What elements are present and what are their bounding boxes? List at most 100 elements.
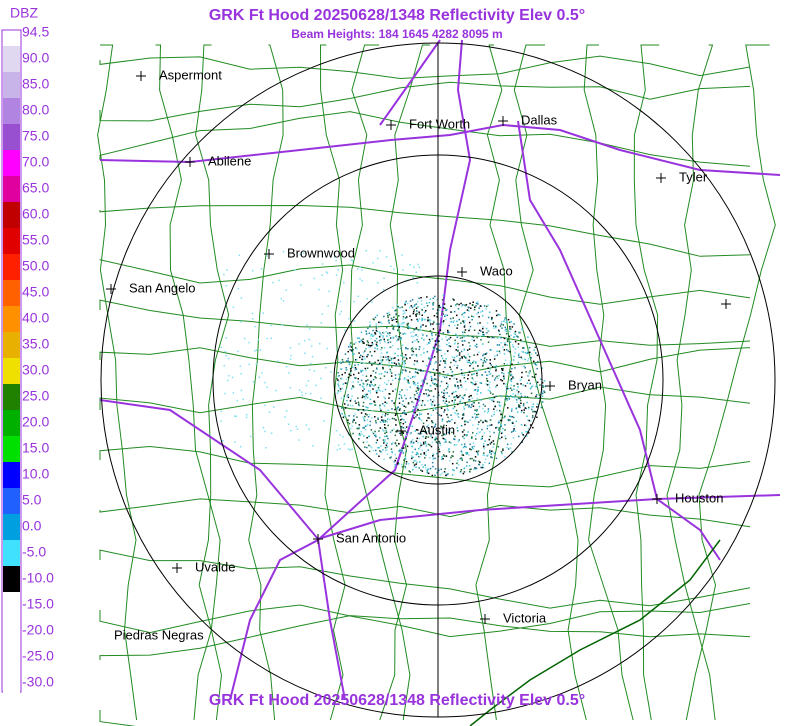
- echo: [350, 370, 352, 372]
- echo: [398, 336, 400, 338]
- legend-label: -20.0: [22, 622, 54, 638]
- echo: [418, 266, 420, 269]
- echo: [376, 367, 379, 370]
- echo: [432, 395, 435, 398]
- echo: [382, 449, 384, 451]
- echo: [478, 460, 480, 463]
- echo: [411, 451, 414, 453]
- echo: [391, 362, 394, 364]
- echo: [430, 414, 433, 416]
- echo: [434, 457, 436, 460]
- echo: [510, 374, 512, 377]
- echo: [541, 395, 544, 398]
- echo: [492, 322, 494, 324]
- echo: [409, 471, 411, 473]
- echo: [444, 391, 446, 394]
- echo: [434, 383, 436, 385]
- echo: [514, 340, 517, 343]
- echo: [457, 385, 459, 387]
- echo: [454, 396, 456, 398]
- echo: [392, 328, 395, 331]
- echo: [399, 407, 401, 410]
- echo: [455, 390, 457, 393]
- echo: [528, 379, 530, 382]
- echo: [405, 300, 407, 303]
- echo: [423, 381, 425, 383]
- echo: [499, 437, 501, 440]
- echo: [362, 374, 364, 376]
- echo: [495, 365, 497, 367]
- echo: [232, 392, 235, 394]
- echo: [500, 425, 502, 428]
- echo: [432, 432, 435, 435]
- echo: [505, 328, 507, 331]
- echo: [448, 420, 450, 422]
- echo: [321, 274, 323, 276]
- echo: [371, 362, 373, 364]
- echo: [472, 405, 475, 407]
- echo: [456, 394, 458, 397]
- echo: [448, 451, 451, 453]
- echo: [527, 350, 529, 352]
- echo: [340, 362, 342, 364]
- city-label: San Angelo: [129, 280, 196, 295]
- echo: [431, 334, 433, 337]
- echo: [459, 379, 462, 382]
- echo: [472, 432, 474, 434]
- echo: [382, 356, 385, 358]
- echo: [416, 392, 418, 394]
- echo: [398, 373, 400, 376]
- legend-swatch: [3, 618, 20, 644]
- echo: [405, 406, 407, 408]
- echo: [385, 331, 387, 333]
- echo: [366, 414, 368, 416]
- echo: [438, 345, 441, 347]
- echo: [372, 432, 375, 435]
- echo: [503, 349, 506, 351]
- echo: [402, 431, 404, 434]
- echo: [433, 378, 436, 380]
- echo: [360, 339, 363, 342]
- echo: [449, 460, 451, 462]
- echo: [354, 364, 356, 366]
- echo: [347, 350, 349, 353]
- echo: [340, 378, 343, 380]
- echo: [304, 352, 306, 354]
- echo: [526, 435, 528, 437]
- echo: [532, 410, 534, 413]
- echo: [452, 407, 455, 410]
- echo: [378, 384, 381, 387]
- echo: [404, 360, 406, 362]
- echo: [500, 451, 503, 453]
- echo: [483, 305, 486, 307]
- echo: [496, 337, 499, 340]
- echo: [427, 430, 430, 433]
- echo: [352, 385, 354, 387]
- coastline: [469, 539, 721, 726]
- echo: [354, 377, 356, 379]
- echo: [335, 348, 338, 351]
- echo: [357, 268, 359, 270]
- echo: [423, 453, 426, 455]
- echo: [436, 404, 439, 407]
- echo: [520, 392, 522, 395]
- echo: [346, 382, 348, 385]
- echo: [467, 378, 469, 380]
- echo: [449, 336, 452, 339]
- echo: [443, 303, 446, 305]
- city-label: Tyler: [679, 169, 708, 184]
- echo: [369, 398, 372, 401]
- echo: [486, 425, 489, 427]
- echo: [381, 347, 383, 349]
- echo: [386, 446, 389, 448]
- echo: [434, 474, 436, 477]
- echo: [526, 401, 528, 404]
- echo: [375, 377, 377, 379]
- echo: [503, 377, 505, 379]
- echo: [420, 413, 422, 415]
- echo: [406, 445, 409, 448]
- echo: [450, 321, 452, 323]
- echo: [399, 378, 401, 380]
- echo: [502, 375, 505, 377]
- echo: [444, 433, 446, 436]
